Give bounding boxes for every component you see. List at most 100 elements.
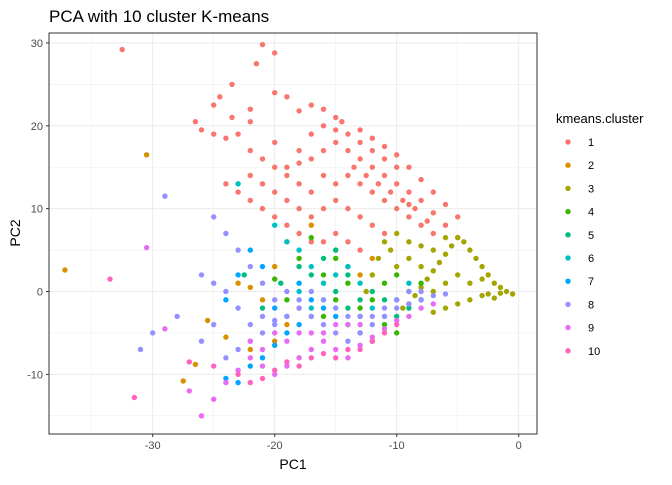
data-point bbox=[345, 346, 351, 353]
data-point bbox=[418, 176, 424, 183]
data-point bbox=[272, 305, 278, 311]
data-point bbox=[381, 305, 388, 311]
data-point bbox=[308, 355, 314, 361]
data-point bbox=[223, 288, 229, 295]
data-point bbox=[259, 363, 266, 369]
legend-label: 8 bbox=[588, 299, 594, 311]
data-point bbox=[223, 135, 229, 141]
legend-label: 1 bbox=[588, 137, 594, 149]
data-point bbox=[406, 164, 412, 170]
data-point bbox=[369, 334, 375, 340]
data-point bbox=[247, 321, 253, 328]
data-point bbox=[211, 321, 217, 328]
data-point bbox=[381, 313, 388, 320]
data-point bbox=[394, 152, 400, 158]
data-point bbox=[357, 127, 363, 133]
data-point bbox=[296, 160, 302, 166]
data-point bbox=[247, 172, 253, 179]
data-point bbox=[381, 143, 388, 150]
data-point bbox=[296, 255, 302, 262]
data-point bbox=[455, 272, 461, 278]
data-point bbox=[211, 131, 217, 137]
data-point bbox=[308, 234, 314, 241]
data-point bbox=[211, 396, 217, 402]
data-point bbox=[430, 292, 436, 299]
legend: kmeans.cluster 1 2 3 4 5 6 7 8 9 10 bbox=[556, 111, 644, 358]
data-point bbox=[192, 361, 199, 368]
data-point bbox=[223, 181, 229, 187]
data-point bbox=[369, 135, 375, 141]
data-point bbox=[418, 305, 424, 311]
data-point bbox=[339, 119, 345, 125]
data-point bbox=[406, 288, 412, 295]
data-point bbox=[479, 292, 485, 299]
data-point bbox=[369, 272, 375, 278]
data-point bbox=[308, 272, 314, 278]
data-point bbox=[235, 379, 241, 386]
data-point bbox=[394, 297, 400, 303]
data-point bbox=[235, 181, 241, 187]
plot-panel bbox=[49, 33, 537, 434]
legend-key bbox=[565, 348, 571, 354]
data-point bbox=[394, 330, 400, 336]
data-point bbox=[320, 313, 327, 320]
data-point bbox=[272, 367, 278, 373]
data-point bbox=[278, 280, 284, 286]
data-point bbox=[259, 355, 266, 361]
data-point bbox=[284, 172, 290, 179]
data-point bbox=[333, 330, 339, 336]
data-point bbox=[345, 338, 351, 344]
data-point bbox=[296, 297, 302, 303]
data-point bbox=[259, 375, 266, 382]
data-point bbox=[345, 272, 351, 278]
data-point bbox=[418, 263, 424, 270]
data-point bbox=[223, 355, 229, 361]
data-point bbox=[320, 297, 327, 303]
data-point bbox=[491, 295, 497, 301]
data-point bbox=[320, 338, 327, 344]
data-point bbox=[369, 189, 375, 195]
data-point bbox=[333, 346, 339, 353]
data-point bbox=[394, 321, 400, 328]
data-point bbox=[223, 375, 229, 382]
data-point bbox=[296, 288, 302, 295]
data-point bbox=[448, 243, 455, 249]
data-point bbox=[235, 346, 241, 353]
data-point bbox=[284, 222, 290, 228]
data-point bbox=[235, 280, 241, 286]
data-point bbox=[394, 305, 400, 311]
data-point bbox=[351, 164, 357, 170]
data-point bbox=[320, 106, 327, 112]
data-point bbox=[418, 197, 424, 204]
data-point bbox=[369, 164, 375, 170]
data-point bbox=[497, 290, 504, 296]
data-point bbox=[253, 61, 260, 67]
data-point bbox=[333, 355, 339, 361]
data-point bbox=[357, 247, 363, 253]
legend-label: 9 bbox=[588, 323, 594, 335]
data-point bbox=[272, 222, 278, 228]
data-point bbox=[284, 321, 290, 328]
data-point bbox=[381, 280, 388, 286]
data-point bbox=[485, 291, 491, 297]
data-point bbox=[400, 197, 406, 204]
data-point bbox=[296, 230, 302, 237]
data-point bbox=[296, 321, 302, 328]
data-point bbox=[272, 342, 278, 348]
data-point bbox=[284, 164, 290, 170]
data-point bbox=[473, 255, 479, 262]
legend-key bbox=[565, 324, 571, 331]
data-point bbox=[345, 205, 351, 212]
legend-label: 7 bbox=[588, 276, 594, 288]
legend-key bbox=[565, 139, 571, 145]
data-point bbox=[333, 313, 339, 320]
series-cluster-8 bbox=[137, 193, 449, 361]
data-point bbox=[259, 41, 266, 48]
data-point bbox=[406, 255, 412, 262]
legend-item-4: 4 bbox=[565, 207, 594, 219]
data-point bbox=[345, 172, 351, 179]
data-point bbox=[211, 280, 217, 286]
y-tick-label: -10 bbox=[27, 369, 43, 381]
data-point bbox=[345, 313, 351, 320]
data-point bbox=[333, 139, 339, 146]
